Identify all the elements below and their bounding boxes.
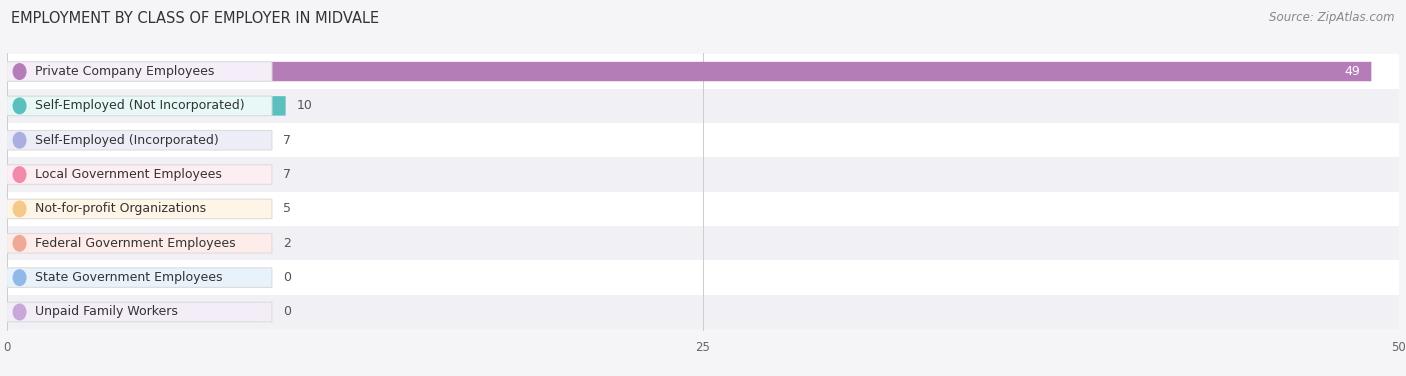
FancyBboxPatch shape <box>7 233 271 253</box>
Text: Federal Government Employees: Federal Government Employees <box>35 237 235 250</box>
Text: State Government Employees: State Government Employees <box>35 271 222 284</box>
Text: 0: 0 <box>283 305 291 318</box>
FancyBboxPatch shape <box>7 96 285 115</box>
FancyBboxPatch shape <box>7 192 1399 226</box>
Text: Source: ZipAtlas.com: Source: ZipAtlas.com <box>1270 11 1395 24</box>
Text: 7: 7 <box>283 168 291 181</box>
Text: Self-Employed (Incorporated): Self-Employed (Incorporated) <box>35 134 218 147</box>
FancyBboxPatch shape <box>7 165 202 184</box>
Circle shape <box>13 270 25 285</box>
FancyBboxPatch shape <box>7 302 259 322</box>
Circle shape <box>13 235 25 251</box>
Text: Unpaid Family Workers: Unpaid Family Workers <box>35 305 177 318</box>
FancyBboxPatch shape <box>7 62 1371 81</box>
Text: Not-for-profit Organizations: Not-for-profit Organizations <box>35 202 207 215</box>
Text: 2: 2 <box>283 237 291 250</box>
Circle shape <box>13 167 25 182</box>
Circle shape <box>13 98 25 114</box>
Text: 5: 5 <box>283 202 291 215</box>
FancyBboxPatch shape <box>7 158 1399 192</box>
FancyBboxPatch shape <box>7 295 1399 329</box>
Text: Private Company Employees: Private Company Employees <box>35 65 214 78</box>
FancyBboxPatch shape <box>7 89 1399 123</box>
Text: Self-Employed (Not Incorporated): Self-Employed (Not Incorporated) <box>35 99 245 112</box>
FancyBboxPatch shape <box>7 62 271 81</box>
Circle shape <box>13 304 25 320</box>
FancyBboxPatch shape <box>7 55 1399 89</box>
FancyBboxPatch shape <box>7 165 271 184</box>
Circle shape <box>13 64 25 79</box>
FancyBboxPatch shape <box>7 123 1399 158</box>
FancyBboxPatch shape <box>7 268 259 287</box>
FancyBboxPatch shape <box>7 268 271 287</box>
FancyBboxPatch shape <box>7 233 63 253</box>
FancyBboxPatch shape <box>7 226 1399 261</box>
FancyBboxPatch shape <box>7 130 271 150</box>
FancyBboxPatch shape <box>7 199 271 219</box>
FancyBboxPatch shape <box>7 130 202 150</box>
Circle shape <box>13 201 25 217</box>
Text: EMPLOYMENT BY CLASS OF EMPLOYER IN MIDVALE: EMPLOYMENT BY CLASS OF EMPLOYER IN MIDVA… <box>11 11 380 26</box>
FancyBboxPatch shape <box>7 261 1399 295</box>
Text: 0: 0 <box>283 271 291 284</box>
Text: Local Government Employees: Local Government Employees <box>35 168 222 181</box>
Circle shape <box>13 132 25 148</box>
Text: 10: 10 <box>297 99 312 112</box>
FancyBboxPatch shape <box>7 302 271 322</box>
Text: 7: 7 <box>283 134 291 147</box>
FancyBboxPatch shape <box>7 96 271 116</box>
FancyBboxPatch shape <box>7 199 146 219</box>
Text: 49: 49 <box>1344 65 1360 78</box>
